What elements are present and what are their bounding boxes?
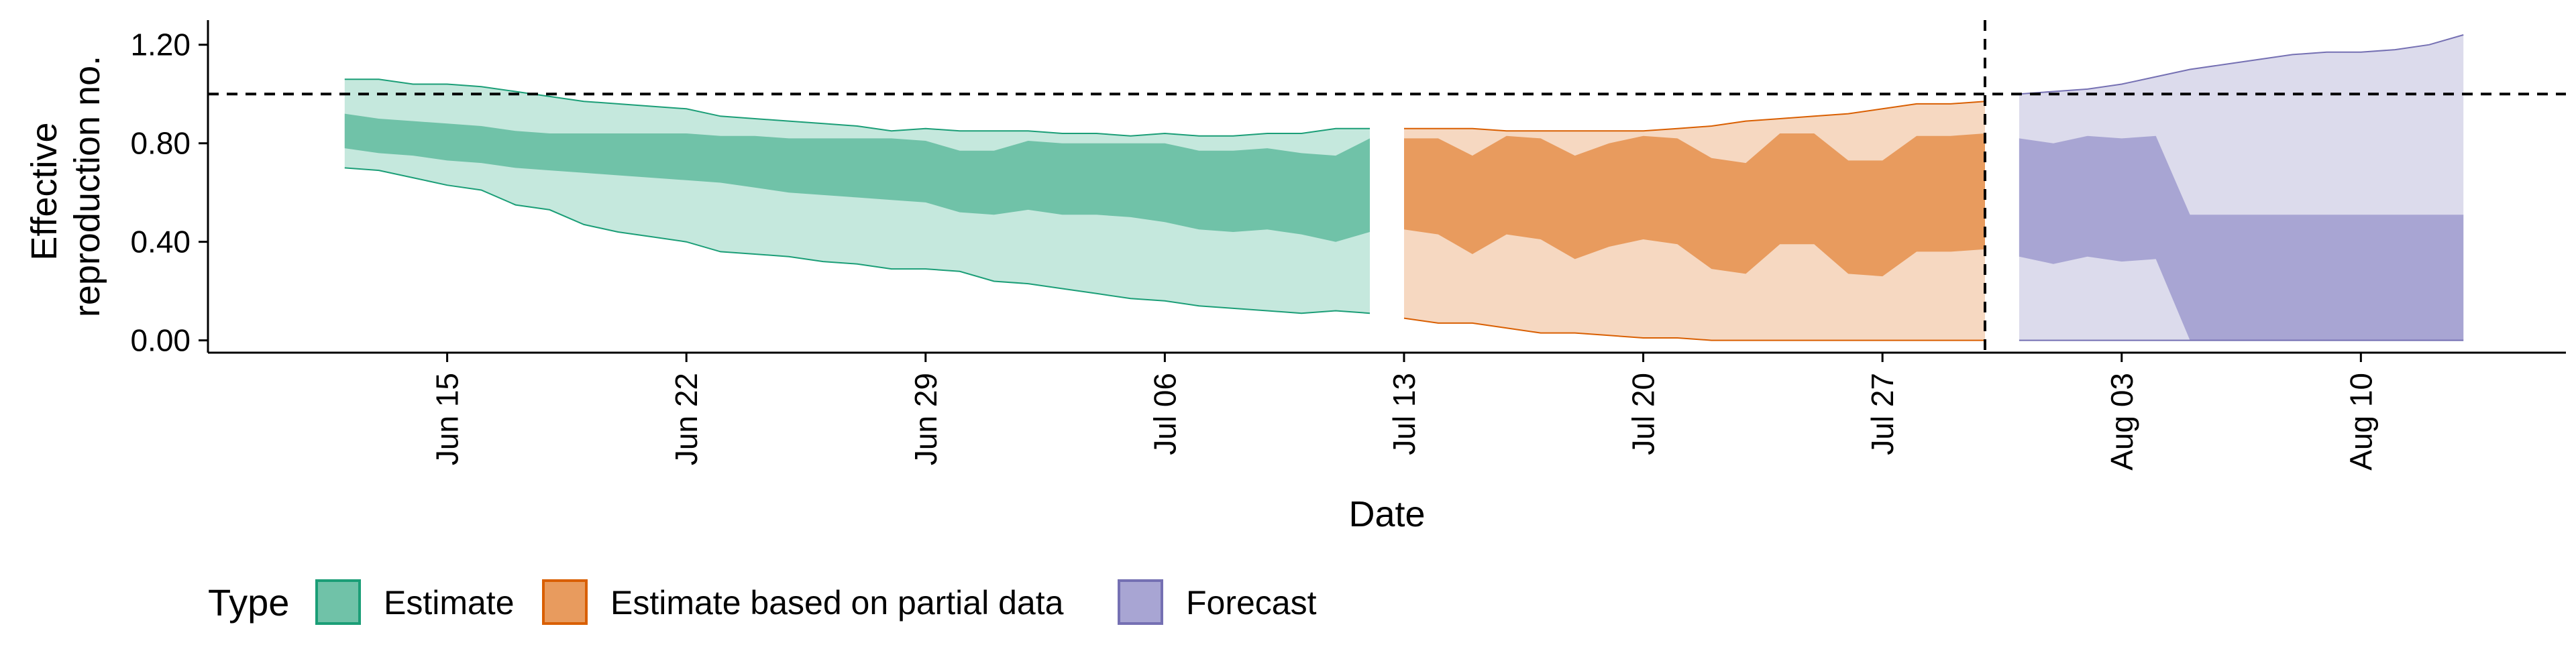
x-tick-label: Jul 13 [1387,373,1421,455]
y-tick-label: 0.00 [130,323,191,358]
legend-label-series-2: Forecast [1186,584,1317,622]
legend-title: Type [208,581,289,624]
legend: Type Estimate Estimate based on partial d… [208,579,1317,625]
x-tick-label: Aug 03 [2104,373,2139,471]
series-0-inner-band [344,113,1370,242]
legend-key-series-1 [542,579,588,625]
bands-layer [344,34,2464,341]
series-2-upper-edge [2019,34,2464,95]
legend-key-series-0 [315,579,361,625]
x-axis-title: Date [1348,494,1425,534]
y-tick-label: 0.40 [130,225,191,259]
series-1-upper-edge [1404,101,1986,132]
y-tick-label: 0.80 [130,126,191,161]
y-axis-title-line-2: reproduction no. [67,56,107,317]
legend-label-series-1: Estimate based on partial data [610,584,1064,622]
series-1-inner-band [1404,133,1985,277]
x-tick-label: Jul 20 [1626,373,1661,455]
x-tick-label: Jun 15 [430,373,465,465]
series-2-inner-band [2019,135,2464,341]
axes-layer: 0.00 0.40 0.80 1.20 Jun 15 Jun 22 Jun 29 Jul 06… [130,20,2566,471]
x-tick-label: Jun 22 [669,373,704,465]
y-tick-label: 1.20 [130,27,191,62]
series-0-upper-edge [344,78,1370,137]
y-axis-title-line-1: Effective [24,122,64,260]
x-tick-label: Jun 29 [908,373,943,465]
series-0-lower-edge [344,167,1371,314]
x-tick-label: Jul 27 [1865,373,1900,455]
legend-key-series-2 [1118,579,1163,625]
x-tick-label: Jul 06 [1147,373,1182,455]
series-1-lower-edge [1403,317,1985,341]
axis-labels-layer: Date Effective reproduction no. [24,56,1426,534]
x-tick-label: Aug 10 [2343,373,2378,471]
y-axis-title: Effective reproduction no. [24,56,107,317]
legend-label-series-0: Estimate [384,584,515,622]
